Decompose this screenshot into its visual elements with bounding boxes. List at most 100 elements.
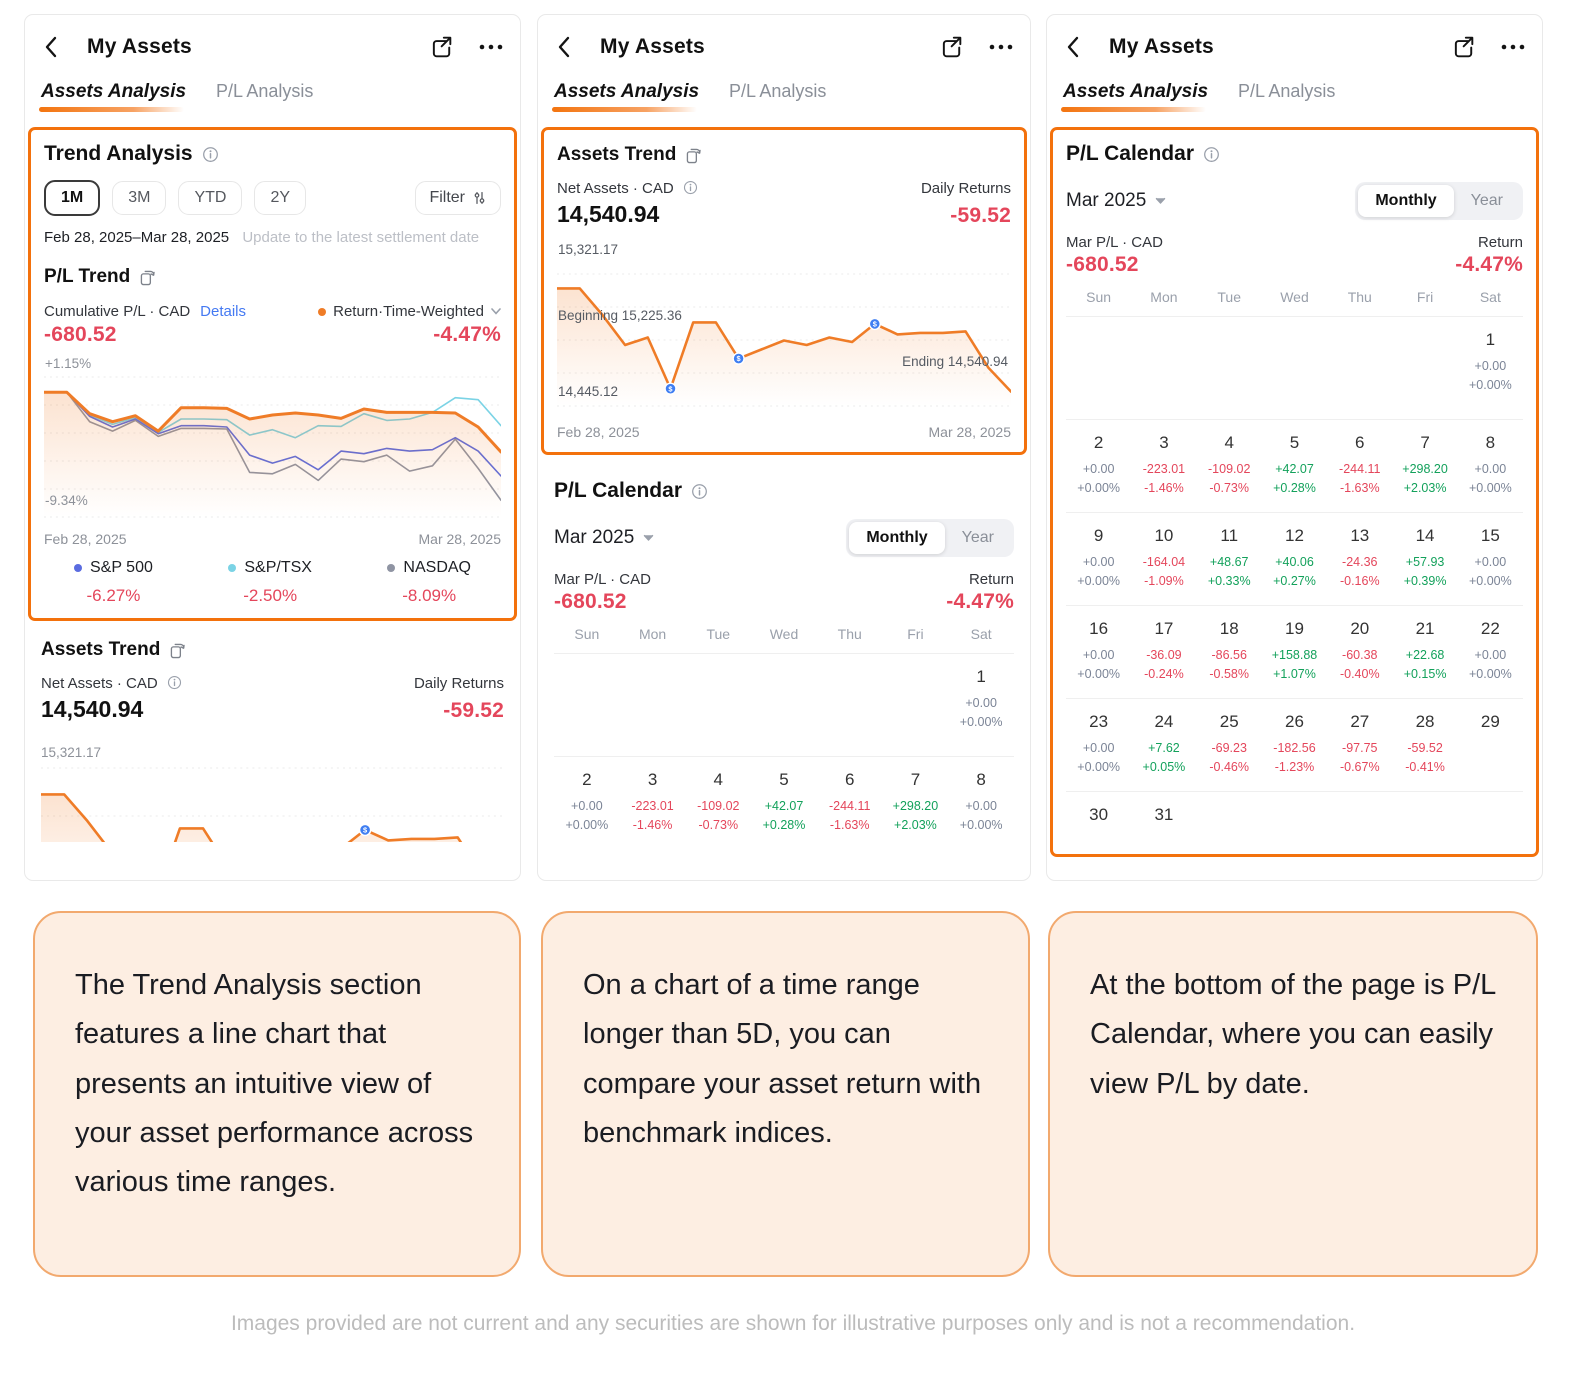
- copy-icon[interactable]: [684, 146, 703, 165]
- month-selector[interactable]: Mar 2025: [554, 527, 654, 549]
- toggle-year[interactable]: Year: [1470, 192, 1503, 209]
- caption-pl-calendar: At the bottom of the page is P/L Calenda…: [1048, 911, 1538, 1277]
- calendar-day-15[interactable]: 15 +0.00 +0.00%: [1458, 526, 1523, 588]
- calendar-day-1[interactable]: 1 +0.00 +0.00%: [948, 667, 1014, 729]
- calendar-day-1[interactable]: 1 +0.00 +0.00%: [1458, 330, 1523, 392]
- filter-button[interactable]: Filter: [415, 181, 501, 215]
- calendar-day-3[interactable]: 3 -223.01 -1.46%: [1131, 433, 1196, 495]
- calendar-day-7[interactable]: 7 +298.20 +2.03%: [883, 770, 949, 832]
- calendar-day-4[interactable]: 4 -109.02 -0.73%: [1197, 433, 1262, 495]
- more-icon[interactable]: [478, 43, 504, 51]
- details-link[interactable]: Details: [200, 303, 247, 320]
- calendar-day-6[interactable]: 6 -244.11 -1.63%: [817, 770, 883, 832]
- tab-assets-analysis[interactable]: Assets Analysis: [552, 81, 699, 112]
- tab-pl-analysis[interactable]: P/L Analysis: [729, 81, 827, 101]
- active-tab-underline: [1061, 107, 1207, 112]
- calendar-day-13[interactable]: 13 -24.36 -0.16%: [1327, 526, 1392, 588]
- calendar-day-20[interactable]: 20 -60.38 -0.40%: [1327, 619, 1392, 681]
- tab-bar: Assets Analysis P/L Analysis: [1061, 81, 1526, 115]
- calendar-day-4[interactable]: 4 -109.02 -0.73%: [685, 770, 751, 832]
- update-note[interactable]: Update to the latest settlement date: [242, 229, 480, 246]
- assets-trend-mini-chart[interactable]: $ $ $: [41, 762, 504, 842]
- share-icon[interactable]: [1450, 34, 1476, 60]
- calendar-empty-cell: [1327, 805, 1392, 825]
- calendar-day-14[interactable]: 14 +57.93 +0.39%: [1392, 526, 1457, 588]
- benchmark-s-p-tsx[interactable]: S&P/TSX -2.50%: [228, 559, 312, 606]
- day-number: 30: [1089, 805, 1109, 824]
- calendar-day-23[interactable]: 23 +0.00 +0.00%: [1066, 712, 1131, 774]
- tab-pl-analysis[interactable]: P/L Analysis: [216, 81, 314, 101]
- assets-chart-canvas[interactable]: $ $ $: [557, 264, 1011, 414]
- calendar-day-11[interactable]: 11 +48.67 +0.33%: [1197, 526, 1262, 588]
- day-number: 1: [976, 667, 986, 686]
- share-icon[interactable]: [428, 34, 454, 60]
- calendar-day-5[interactable]: 5 +42.07 +0.28%: [1262, 433, 1327, 495]
- day-number: 29: [1480, 712, 1500, 731]
- range-button-1m[interactable]: 1M: [44, 180, 101, 216]
- benchmark-nasdaq[interactable]: NASDAQ -8.09%: [387, 559, 471, 606]
- info-icon[interactable]: [202, 146, 219, 163]
- calendar-day-12[interactable]: 12 +40.06 +0.27%: [1262, 526, 1327, 588]
- day-pl-percent: -1.46%: [632, 818, 673, 832]
- calendar-day-7[interactable]: 7 +298.20 +2.03%: [1392, 433, 1457, 495]
- calendar-day-25[interactable]: 25 -69.23 -0.46%: [1197, 712, 1262, 774]
- more-icon[interactable]: [988, 43, 1014, 51]
- screenshot-pl-calendar: My Assets Assets Analysis P/L Analysis P…: [1046, 14, 1543, 881]
- tab-assets-analysis[interactable]: Assets Analysis: [1061, 81, 1208, 112]
- info-icon[interactable]: [167, 675, 182, 690]
- calendar-day-8[interactable]: 8 +0.00 +0.00%: [948, 770, 1014, 832]
- series-selector[interactable]: Return·Time-Weighted: [318, 303, 501, 320]
- share-icon[interactable]: [938, 34, 964, 60]
- info-icon[interactable]: [683, 180, 698, 195]
- calendar-day-28[interactable]: 28 -59.52 -0.41%: [1392, 712, 1457, 774]
- copy-icon[interactable]: [168, 641, 187, 660]
- calendar-day-24[interactable]: 24 +7.62 +0.05%: [1131, 712, 1196, 774]
- back-icon[interactable]: [1063, 34, 1085, 60]
- tab-assets-analysis[interactable]: Assets Analysis: [39, 81, 186, 112]
- range-button-ytd[interactable]: YTD: [178, 181, 243, 215]
- benchmark-s-p-500[interactable]: S&P 500 -6.27%: [74, 559, 153, 606]
- calendar-day-2[interactable]: 2 +0.00 +0.00%: [1066, 433, 1131, 495]
- day-pl-percent: +0.27%: [1273, 574, 1316, 588]
- calendar-day-6[interactable]: 6 -244.11 -1.63%: [1327, 433, 1392, 495]
- benchmark-return-value: -2.50%: [243, 586, 298, 605]
- calendar-day-19[interactable]: 19 +158.88 +1.07%: [1262, 619, 1327, 681]
- calendar-day-9[interactable]: 9 +0.00 +0.00%: [1066, 526, 1131, 588]
- info-icon[interactable]: [1203, 146, 1220, 163]
- trend-chart-canvas[interactable]: [44, 353, 501, 521]
- calendar-day-8[interactable]: 8 +0.00 +0.00%: [1458, 433, 1523, 495]
- toggle-monthly[interactable]: Monthly: [1358, 185, 1454, 217]
- range-button-3m[interactable]: 3M: [112, 181, 167, 215]
- back-icon[interactable]: [41, 34, 63, 60]
- calendar-day-30[interactable]: 30: [1066, 805, 1131, 825]
- calendar-day-5[interactable]: 5 +42.07 +0.28%: [751, 770, 817, 832]
- copy-icon[interactable]: [138, 268, 157, 287]
- calendar-day-21[interactable]: 21 +22.68 +0.15%: [1392, 619, 1457, 681]
- toggle-monthly[interactable]: Monthly: [849, 522, 945, 554]
- month-selector[interactable]: Mar 2025: [1066, 190, 1166, 212]
- pl-trend-chart[interactable]: +1.15% -9.34% Feb 28, 2025 Mar 28, 2025: [44, 353, 501, 547]
- toggle-year[interactable]: Year: [961, 529, 994, 546]
- calendar-day-26[interactable]: 26 -182.56 -1.23%: [1262, 712, 1327, 774]
- day-pl-value: +48.67: [1209, 555, 1249, 569]
- calendar-day-18[interactable]: 18 -86.56 -0.58%: [1197, 619, 1262, 681]
- calendar-empty-cell: [1458, 805, 1523, 825]
- net-assets-label: Net Assets · CAD: [557, 180, 674, 197]
- more-icon[interactable]: [1500, 43, 1526, 51]
- pl-calendar-title: P/L Calendar: [554, 479, 682, 502]
- calendar-day-22[interactable]: 22 +0.00 +0.00%: [1458, 619, 1523, 681]
- calendar-day-3[interactable]: 3 -223.01 -1.46%: [620, 770, 686, 832]
- calendar-day-27[interactable]: 27 -97.75 -0.67%: [1327, 712, 1392, 774]
- calendar-day-2[interactable]: 2 +0.00 +0.00%: [554, 770, 620, 832]
- info-icon[interactable]: [691, 483, 708, 500]
- calendar-day-17[interactable]: 17 -36.09 -0.24%: [1131, 619, 1196, 681]
- back-icon[interactable]: [554, 34, 576, 60]
- calendar-day-29[interactable]: 29: [1458, 712, 1523, 774]
- calendar-day-10[interactable]: 10 -164.04 -1.09%: [1131, 526, 1196, 588]
- tab-pl-analysis[interactable]: P/L Analysis: [1238, 81, 1336, 101]
- calendar-day-16[interactable]: 16 +0.00 +0.00%: [1066, 619, 1131, 681]
- range-button-2y[interactable]: 2Y: [254, 181, 307, 215]
- day-pl-value: +0.00: [1474, 359, 1507, 373]
- calendar-day-31[interactable]: 31: [1131, 805, 1196, 825]
- assets-trend-chart[interactable]: 15,321.17 Beginning 15,225.36 Ending 14,…: [557, 242, 1011, 440]
